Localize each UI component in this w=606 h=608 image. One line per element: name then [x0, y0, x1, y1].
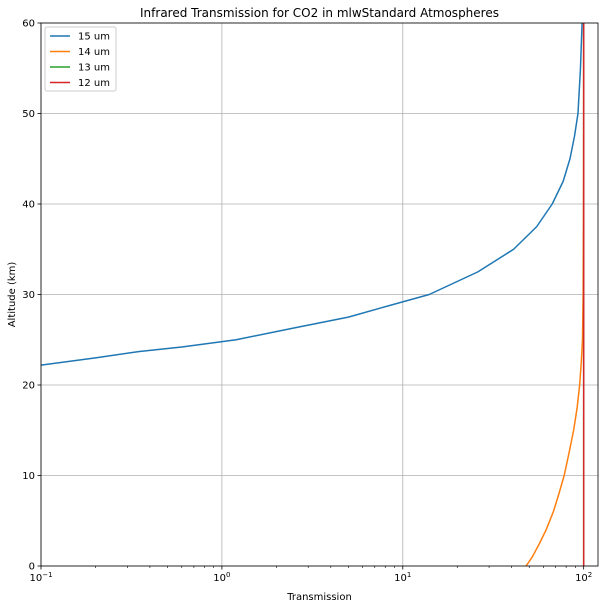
legend-label: 13 um: [78, 63, 110, 74]
chart-title: Infrared Transmission for CO2 in mlwStan…: [140, 6, 499, 20]
y-tick-label: 20: [22, 381, 35, 392]
x-axis: 10−1 100 101 102: [29, 566, 592, 584]
legend-label: 15 um: [78, 32, 110, 43]
y-tick-label: 60: [22, 19, 35, 30]
x-tick-label: 10−1: [29, 571, 52, 584]
plot-area: [40, 22, 599, 567]
legend-box: [44, 26, 117, 92]
legend-label: 12 um: [78, 78, 110, 89]
series-lines: [41, 23, 585, 566]
y-tick-label: 50: [22, 109, 35, 120]
legend-label: 14 um: [78, 47, 110, 58]
y-axis-label: Altitude (km): [7, 262, 18, 328]
x-tick-label: 102: [575, 571, 592, 584]
y-axis: 0 10 20 30 40 50 60: [22, 19, 41, 573]
x-axis-label: Transmission: [286, 592, 352, 603]
x-tick-label: 100: [213, 571, 230, 584]
x-tick-label: 101: [394, 571, 411, 584]
legend: 15 um 14 um 13 um 12 um: [44, 26, 117, 92]
y-tick-label: 40: [22, 200, 35, 211]
series-line: [41, 23, 583, 366]
y-tick-label: 0: [29, 562, 35, 573]
y-tick-label: 30: [22, 290, 35, 301]
y-tick-label: 10: [22, 471, 35, 482]
